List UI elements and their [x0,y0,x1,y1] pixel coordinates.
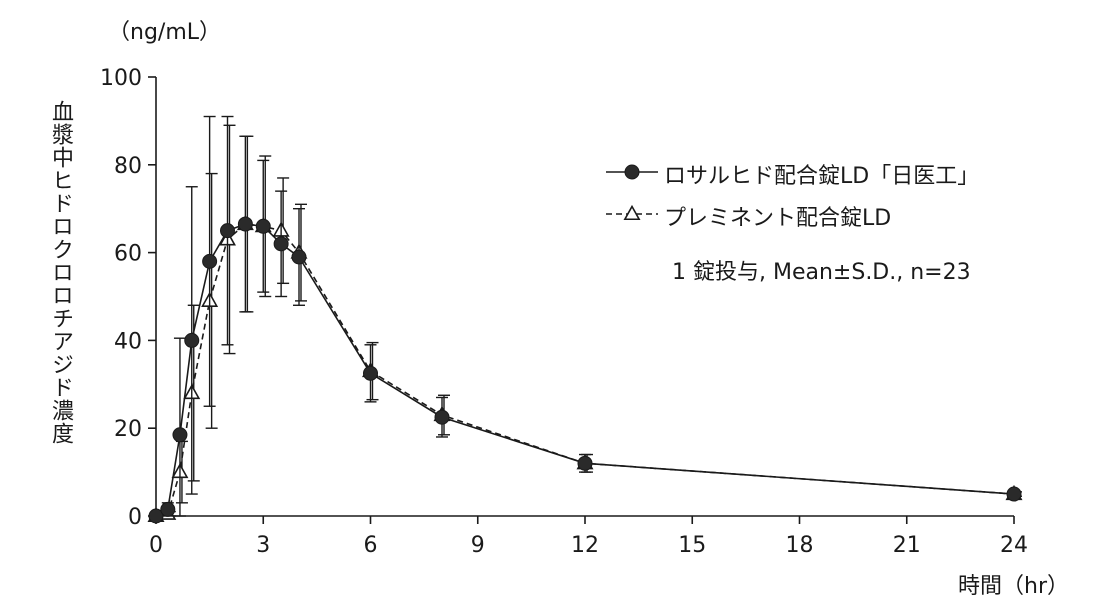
y-tick-label: 20 [114,417,142,442]
data-point [577,455,593,471]
chart-series-layer [147,115,1023,524]
y-tick-label: 100 [100,66,142,91]
legend-label-series-2: プレミネント配合錠LD [664,206,892,231]
y-tick-label: 60 [114,242,142,267]
data-point [363,365,378,381]
data-point [148,508,164,524]
y-tick-label: 0 [128,505,142,530]
x-tick-label: 6 [364,533,378,558]
series-1 [148,115,1022,524]
data-point [202,253,218,269]
y-axis-label: 血漿中ヒドロクロロチアジド濃度 [48,100,73,445]
x-tick-label: 21 [893,533,921,558]
data-point [255,218,271,234]
data-point [434,409,450,425]
legend-label-series-1: ロサルヒド配合錠LD「日医工」 [664,164,980,189]
chart-legend-marks [606,164,658,221]
x-tick-label: 24 [1000,533,1028,558]
x-tick-label: 9 [471,533,485,558]
data-point [184,332,200,348]
x-tick-label: 12 [571,533,599,558]
y-axis-unit: （ng/mL） [108,20,222,45]
y-tick-label: 40 [114,329,142,354]
data-point [291,249,307,265]
x-tick-label: 3 [256,533,270,558]
chart-annotation: 1 錠投与, Mean±S.D., n=23 [672,260,971,285]
y-tick-label: 80 [114,154,142,179]
chart-axes: 0 20 40 60 80 100 0 3 6 9 12 15 18 21 24 [100,66,1028,558]
x-tick-label: 18 [786,533,814,558]
data-point [273,236,289,252]
data-point [237,216,253,232]
x-tick-label: 15 [678,533,706,558]
data-point [172,427,188,443]
legend-marker-series-2 [623,204,641,221]
data-point [220,223,235,239]
x-axis-label: 時間（hr） [958,574,1069,599]
data-point [1006,486,1022,502]
series-line [155,223,1015,517]
x-tick-label: 0 [149,533,163,558]
data-point [160,501,176,517]
legend-marker-series-1 [624,164,640,180]
